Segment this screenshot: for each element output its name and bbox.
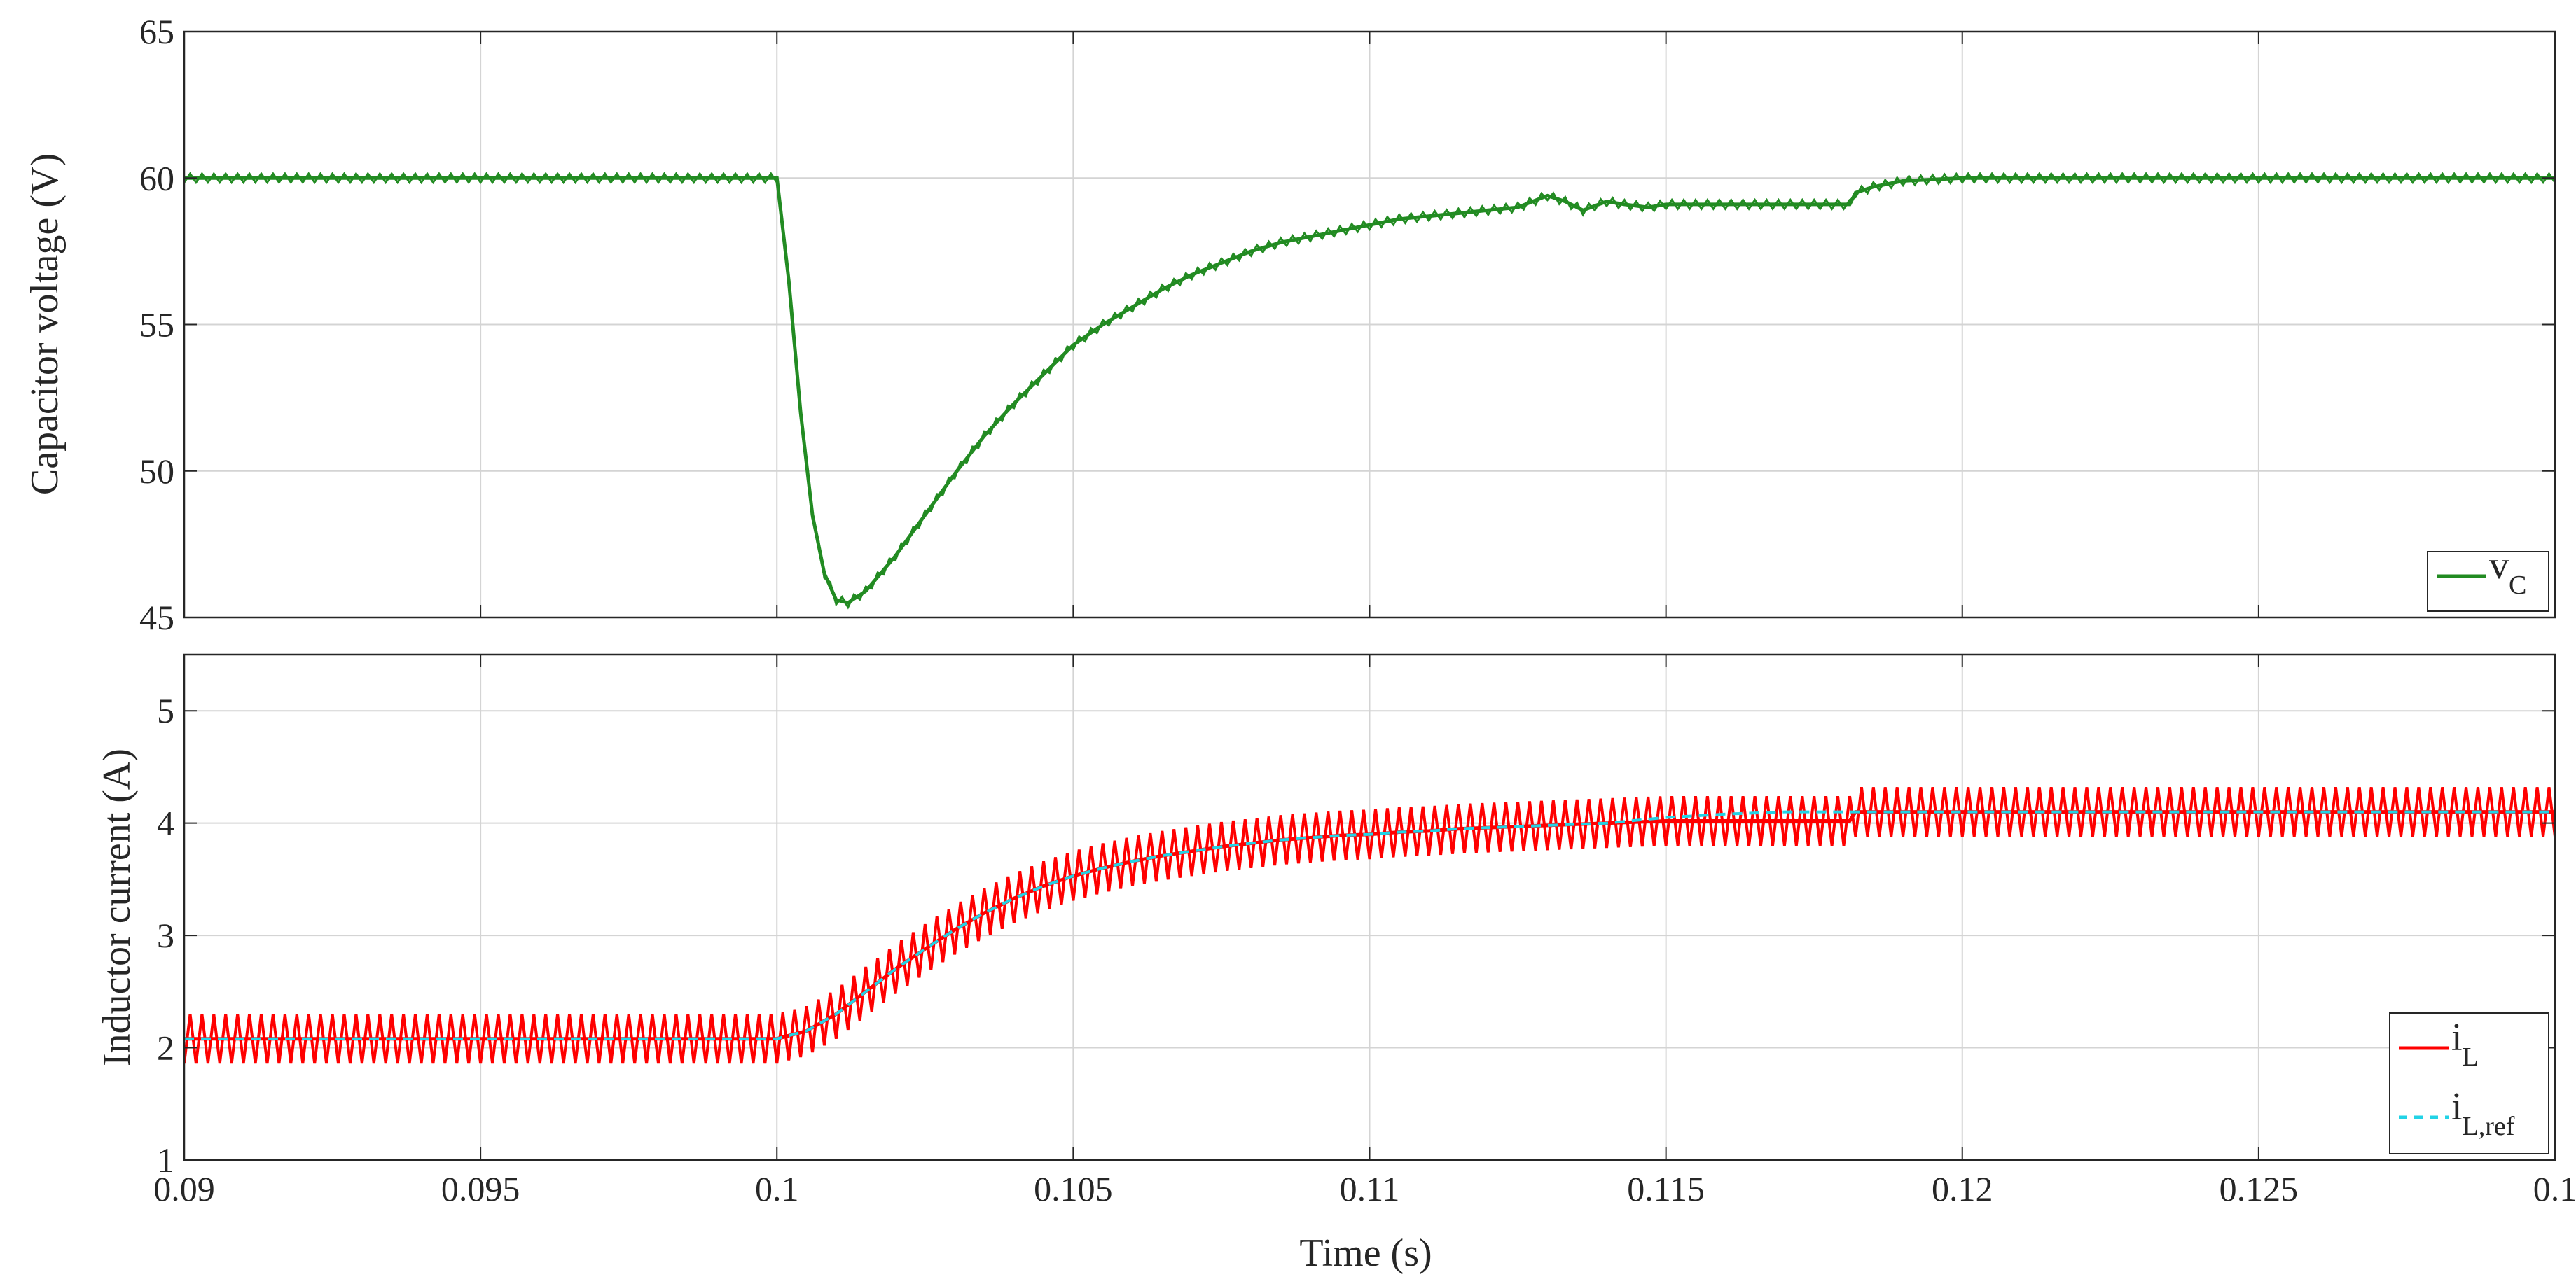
voltage-panel: 45 50 55 60 65 Capacitor voltage (V) vC <box>23 12 2556 637</box>
current-x-tick-label: 0.105 <box>1034 1169 1113 1208</box>
current-x-tick-label: 0.125 <box>2220 1169 2299 1208</box>
current-legend-box <box>2389 1012 2549 1154</box>
voltage-series <box>183 172 2556 610</box>
current-x-tick-label: 0.095 <box>441 1169 520 1208</box>
x-axis-label: Time (s) <box>1299 1231 1432 1275</box>
current-panel: 0.09 0.095 0.1 0.105 0.11 0.115 0.12 0.125 0.112… <box>95 653 2576 1275</box>
voltage-y-tick-label: 45 <box>139 598 174 637</box>
legend-il-label: iL <box>2451 1016 2479 1072</box>
voltage-tick-labels: 45 50 55 60 65 <box>139 12 2556 637</box>
current-x-tick-label: 0.09 <box>153 1169 215 1208</box>
voltage-y-tick-label: 50 <box>139 452 174 491</box>
voltage-y-tick-label: 55 <box>139 305 174 344</box>
current-series-1-line <box>184 810 2555 1040</box>
voltage-y-tick-label: 65 <box>139 12 174 51</box>
current-x-tick-label: 0.1 <box>755 1169 799 1208</box>
current-y-tick-label: 5 <box>157 691 174 730</box>
current-series-0-ripple <box>183 787 2556 1064</box>
legend-vc-label: vC <box>2489 544 2526 600</box>
current-tick-labels: 0.09 0.095 0.1 0.105 0.11 0.115 0.12 0.125 0.112… <box>153 655 2576 1208</box>
current-y-tick-label: 4 <box>157 804 174 843</box>
current-x-tick-label: 0.11 <box>1340 1169 1400 1208</box>
current-y-tick-label: 1 <box>157 1140 174 1180</box>
voltage-legend: vC <box>2427 544 2549 612</box>
voltage-y-tick-label: 60 <box>139 158 174 197</box>
voltage-series-0-line <box>184 176 2555 605</box>
current-legend: iL iL,ref <box>2389 1012 2549 1154</box>
legend-ilref-label: iL,ref <box>2451 1085 2515 1141</box>
current-y-axis-label: Inductor current (A) <box>95 748 139 1066</box>
voltage-y-axis-label: Capacitor voltage (V) <box>23 153 67 495</box>
current-y-tick-label: 2 <box>157 1028 174 1068</box>
current-x-tick-label: 0.115 <box>1627 1169 1705 1208</box>
voltage-legend-box <box>2427 551 2549 612</box>
current-series <box>183 787 2556 1064</box>
current-x-tick-label: 0.1 <box>2533 1169 2576 1208</box>
current-x-tick-label: 0.12 <box>1932 1169 1993 1208</box>
current-y-tick-label: 3 <box>157 916 174 955</box>
